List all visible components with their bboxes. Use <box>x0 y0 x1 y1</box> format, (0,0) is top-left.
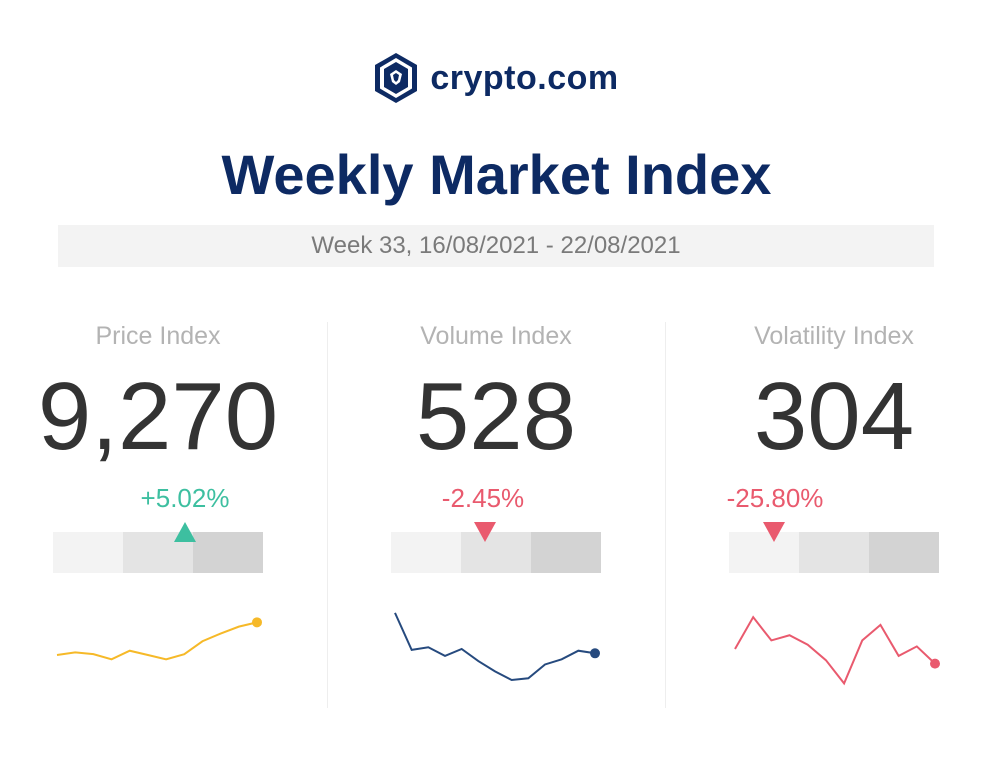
volume-index-value: 528 <box>415 363 577 470</box>
page-title: Weekly Market Index <box>221 143 772 206</box>
sparkline-end-point <box>930 658 940 669</box>
volume-index-label: Volume Index <box>420 322 572 350</box>
week-range-label: Week 33, 16/08/2021 - 22/08/2021 <box>58 225 934 267</box>
volatility-index-label: Volatility Index <box>754 322 914 350</box>
price-up-arrow-icon <box>174 522 196 542</box>
sparkline-end-point <box>590 648 600 659</box>
price-index-panel: Price Index 9,270 <box>0 0 323 757</box>
price-index-change: +5.02% <box>140 483 230 513</box>
column-divider <box>327 322 328 708</box>
volume-index-panel: Volume Index 528 <box>331 0 661 757</box>
sparkline-end-point <box>252 617 262 628</box>
volume-index-change: -2.45% <box>441 483 525 513</box>
price-index-label: Price Index <box>95 322 221 350</box>
price-index-gauge <box>53 532 263 573</box>
column-divider <box>665 322 666 708</box>
volatility-index-sparkline <box>734 615 940 686</box>
sparkline-series-line <box>734 615 936 686</box>
volatility-index-gauge <box>729 532 939 573</box>
brand-logo: crypto.com <box>0 52 993 104</box>
volatility-index-value: 304 <box>753 363 915 470</box>
volatility-index-change: -25.80% <box>726 483 824 513</box>
crypto-com-logo-icon <box>375 53 418 103</box>
volatility-index-panel: Volatility Index 304 <box>669 0 993 757</box>
price-index-sparkline <box>56 617 262 661</box>
price-index-value: 9,270 <box>37 363 279 470</box>
brand-name: crypto.com <box>430 58 619 97</box>
volume-index-sparkline <box>394 612 600 681</box>
volume-index-gauge <box>391 532 601 573</box>
sparkline-series-line <box>56 621 258 661</box>
volatility-down-arrow-icon <box>763 522 785 542</box>
volume-down-arrow-icon <box>474 522 496 542</box>
sparkline-series-line <box>394 612 596 681</box>
